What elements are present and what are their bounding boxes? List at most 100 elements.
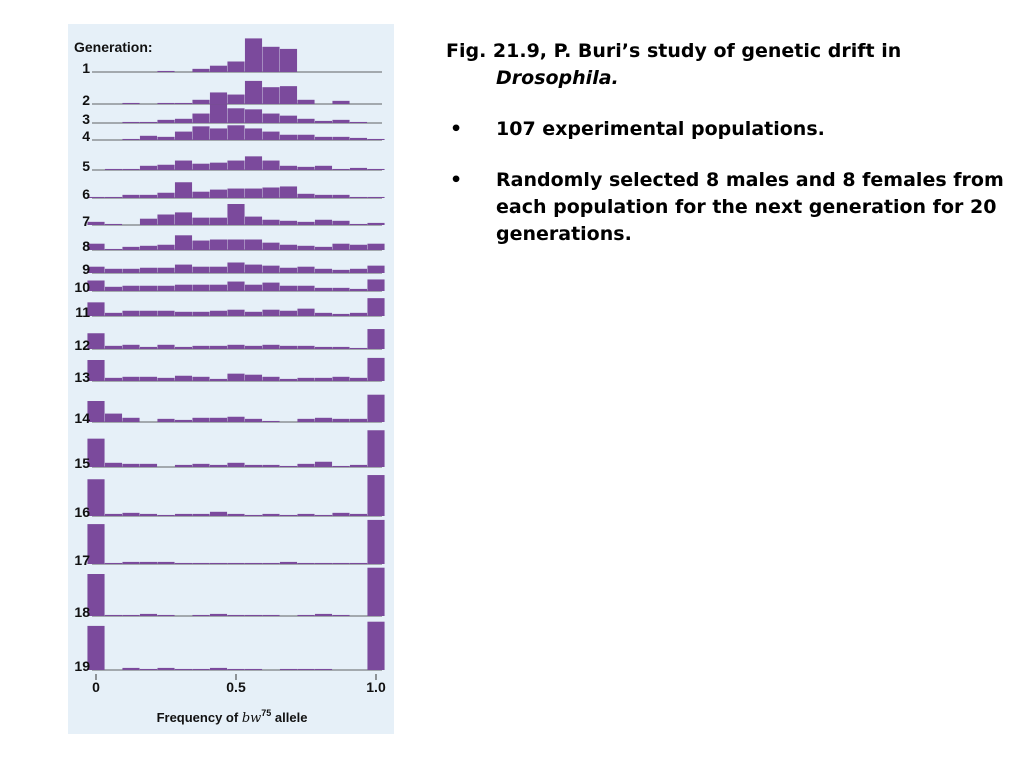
bar-gen10-bin10 (262, 282, 280, 291)
bar-gen14-bin12 (297, 418, 315, 422)
bar-gen19-bin0 (87, 625, 105, 670)
bar-gen6-bin11 (279, 186, 298, 198)
bar-gen11-bin13 (314, 312, 333, 316)
bullet-symbol: • (450, 169, 463, 191)
bar-gen1-bin4 (157, 70, 175, 72)
bar-gen3-bin11 (279, 115, 298, 123)
generation-row-15: 15 (74, 430, 385, 471)
bar-gen18-bin0 (87, 574, 105, 616)
x-axis-title: Frequency of bw75 allele (157, 708, 308, 726)
bar-gen8-bin8 (227, 239, 245, 250)
bar-gen9-bin2 (122, 268, 140, 273)
bar-gen11-bin7 (209, 310, 228, 316)
bar-gen7-bin8 (227, 204, 245, 225)
bar-gen7-bin11 (279, 220, 298, 225)
bar-gen5-bin11 (279, 165, 298, 170)
bar-gen5-bin8 (227, 160, 245, 170)
bar-gen10-bin16 (367, 279, 385, 291)
bar-gen16-bin3 (139, 513, 158, 516)
bar-gen12-bin10 (262, 344, 280, 349)
bar-gen3-bin5 (174, 118, 193, 123)
bar-gen17-bin14 (332, 562, 350, 564)
bar-gen3-bin15 (349, 121, 368, 123)
bar-gen3-bin13 (314, 120, 333, 123)
bar-gen19-bin4 (157, 667, 175, 670)
bar-gen3-bin10 (262, 113, 280, 123)
bar-gen14-bin6 (192, 417, 210, 422)
bar-gen9-bin9 (244, 264, 263, 273)
bar-gen3-bin7 (209, 104, 228, 123)
bar-gen18-bin7 (209, 613, 228, 616)
bar-gen5-bin6 (192, 163, 210, 170)
bar-gen5-bin16 (367, 168, 385, 170)
bar-gen7-bin3 (139, 218, 158, 225)
bar-gen11-bin5 (174, 311, 193, 316)
bar-gen4-bin3 (139, 135, 158, 140)
bar-gen8-bin5 (174, 235, 193, 250)
bar-gen5-bin1 (104, 168, 123, 170)
bar-gen7-bin13 (314, 219, 333, 225)
bar-gen19-bin16 (367, 621, 385, 670)
bar-gen12-bin6 (192, 345, 210, 349)
generation-row-1: 1 (82, 38, 382, 76)
bar-gen6-bin0 (87, 196, 105, 198)
bar-gen2-bin9 (244, 80, 263, 104)
bar-gen10-bin12 (297, 285, 315, 291)
bar-gen7-bin5 (174, 212, 193, 225)
bar-gen7-bin9 (244, 216, 263, 225)
bar-gen10-bin11 (279, 285, 298, 291)
bar-gen4-bin8 (227, 125, 245, 140)
bar-gen15-bin0 (87, 438, 105, 467)
generation-label: 4 (82, 128, 90, 144)
bar-gen9-bin16 (367, 265, 385, 273)
bar-gen3-bin4 (157, 119, 175, 123)
bar-gen18-bin3 (139, 613, 158, 616)
bar-gen2-bin14 (332, 100, 350, 104)
bar-gen11-bin4 (157, 310, 175, 316)
bar-gen18-bin14 (332, 614, 350, 616)
bar-gen14-bin5 (174, 419, 193, 422)
bar-gen19-bin7 (209, 667, 228, 670)
bar-gen12-bin11 (279, 345, 298, 349)
x-axis-title-superscript: 75 (261, 708, 271, 718)
bar-gen18-bin12 (297, 614, 315, 616)
bar-gen9-bin13 (314, 268, 333, 273)
bar-gen12-bin0 (87, 333, 105, 349)
bar-gen14-bin13 (314, 417, 333, 422)
bar-gen9-bin14 (332, 269, 350, 273)
generation-label: 11 (75, 304, 90, 320)
bar-gen6-bin4 (157, 192, 175, 198)
bar-gen13-bin11 (279, 378, 298, 381)
generation-row-2: 2 (82, 80, 382, 108)
bar-gen9-bin7 (209, 266, 228, 273)
generation-row-10: 10 (74, 279, 385, 295)
bar-gen17-bin2 (122, 561, 140, 564)
bar-gen13-bin4 (157, 377, 175, 381)
bar-gen10-bin13 (314, 287, 333, 291)
bar-gen7-bin0 (87, 221, 105, 225)
bar-gen14-bin15 (349, 418, 368, 422)
bar-gen10-bin4 (157, 285, 175, 291)
generation-label: 9 (82, 261, 90, 277)
bar-gen7-bin12 (297, 221, 315, 225)
bar-gen8-bin10 (262, 242, 280, 250)
bar-gen10-bin1 (104, 286, 123, 291)
bar-gen17-bin5 (174, 562, 193, 564)
bar-gen5-bin7 (209, 162, 228, 170)
bar-gen11-bin3 (139, 310, 158, 316)
bar-gen1-bin10 (262, 46, 280, 72)
bar-gen16-bin14 (332, 512, 350, 516)
bar-gen7-bin10 (262, 219, 280, 225)
bar-gen10-bin6 (192, 284, 210, 291)
bar-gen12-bin7 (209, 345, 228, 349)
bar-gen9-bin1 (104, 268, 123, 273)
bar-gen13-bin3 (139, 376, 158, 381)
bar-gen17-bin6 (192, 562, 210, 564)
generation-row-14: 14 (74, 394, 385, 426)
bar-gen18-bin10 (262, 614, 280, 616)
bar-gen13-bin1 (104, 377, 123, 381)
bar-gen17-bin15 (349, 562, 368, 564)
bar-gen14-bin9 (244, 418, 263, 422)
bar-gen17-bin4 (157, 561, 175, 564)
generation-row-11: 11 (75, 298, 385, 320)
